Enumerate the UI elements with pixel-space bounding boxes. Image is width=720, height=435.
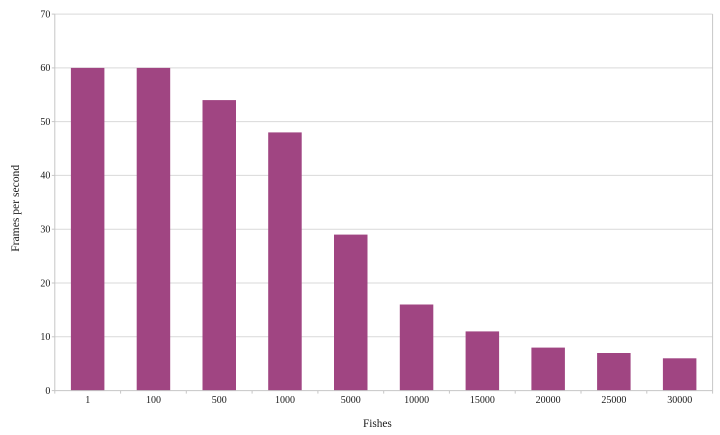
- svg-text:15000: 15000: [470, 395, 495, 406]
- svg-text:5000: 5000: [341, 395, 361, 406]
- svg-text:1: 1: [85, 395, 90, 406]
- svg-text:Frames per second: Frames per second: [9, 165, 22, 252]
- svg-text:60: 60: [40, 63, 50, 74]
- svg-text:30000: 30000: [667, 395, 692, 406]
- svg-text:70: 70: [40, 9, 50, 20]
- svg-text:Fishes: Fishes: [363, 418, 392, 430]
- svg-text:500: 500: [212, 395, 227, 406]
- svg-text:20000: 20000: [536, 395, 561, 406]
- svg-text:100: 100: [146, 395, 161, 406]
- svg-text:30: 30: [40, 225, 50, 236]
- svg-text:10: 10: [40, 332, 50, 343]
- svg-text:50: 50: [40, 117, 50, 128]
- svg-text:0: 0: [45, 386, 50, 397]
- svg-text:40: 40: [40, 171, 50, 182]
- svg-text:20: 20: [40, 278, 50, 289]
- svg-text:25000: 25000: [601, 395, 626, 406]
- svg-text:10000: 10000: [404, 395, 429, 406]
- svg-text:1000: 1000: [275, 395, 295, 406]
